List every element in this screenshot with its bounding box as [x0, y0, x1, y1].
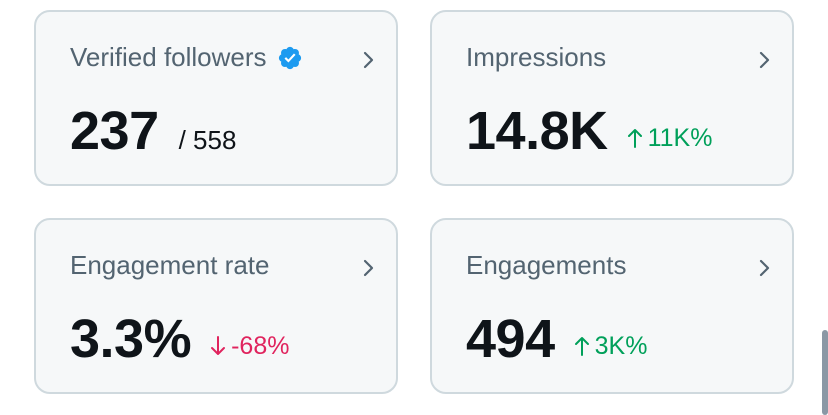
chevron-right-icon	[756, 256, 774, 280]
metric-change-value: 3K%	[594, 331, 648, 360]
card-verified-followers[interactable]: Verified followers 237 / 558	[34, 10, 398, 186]
card-title: Verified followers	[70, 42, 267, 72]
metric-change: 3K%	[573, 331, 648, 361]
metric-row: 237 / 558	[70, 100, 236, 162]
metric-value: 3.3%	[70, 309, 192, 369]
arrow-up-icon	[626, 127, 644, 149]
card-title-row: Engagements	[466, 250, 626, 281]
card-engagements[interactable]: Engagements 494 3K%	[430, 218, 794, 394]
chevron-right-icon	[360, 48, 378, 72]
metric-change-value: 11K%	[647, 123, 713, 152]
card-title-row: Verified followers	[70, 42, 303, 73]
card-title-row: Engagement rate	[70, 250, 269, 281]
metric-change: -68%	[209, 332, 289, 361]
metric-row: 14.8K 11K%	[466, 100, 712, 162]
card-title: Engagements	[466, 250, 627, 280]
card-title: Impressions	[466, 42, 607, 72]
chevron-right-icon	[756, 48, 774, 72]
metric-value: 494	[466, 309, 555, 369]
card-engagement-rate[interactable]: Engagement rate 3.3% -68%	[34, 218, 398, 394]
scrollbar[interactable]	[822, 330, 828, 415]
card-title-row: Impressions	[466, 42, 606, 73]
card-title: Engagement rate	[70, 250, 270, 280]
chevron-right-icon	[360, 256, 378, 280]
metric-value: 237	[70, 101, 159, 161]
metric-value: 14.8K	[466, 101, 608, 161]
metric-change-value: -68%	[231, 331, 290, 360]
arrow-down-icon	[209, 335, 227, 357]
metric-total: / 558	[178, 125, 237, 155]
arrow-up-icon	[573, 335, 591, 357]
metric-row: 3.3% -68%	[70, 308, 289, 370]
metric-change: 11K%	[626, 123, 713, 153]
metric-row: 494 3K%	[466, 308, 647, 370]
verified-badge-icon	[277, 45, 303, 71]
card-impressions[interactable]: Impressions 14.8K 11K%	[430, 10, 794, 186]
